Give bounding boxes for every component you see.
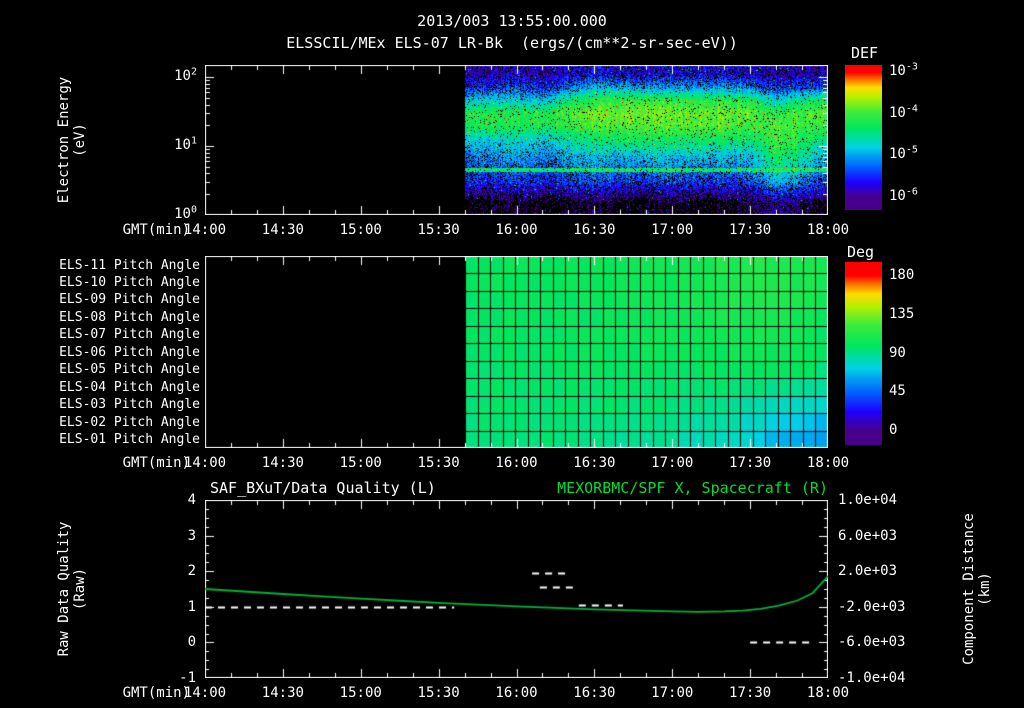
x-tick-label: 16:30 bbox=[573, 685, 616, 701]
distance-tick-label: 6.0e+03 bbox=[838, 527, 898, 544]
raw-data-quality-axis-label: Raw Data Quality (Raw) bbox=[56, 522, 88, 657]
x-tick-label: 17:30 bbox=[729, 222, 772, 238]
component-distance-axis-label-line1: Component Distance bbox=[961, 513, 977, 665]
distance-tick-label: 2.0e+03 bbox=[838, 563, 898, 580]
x-tick-label: 14:00 bbox=[183, 455, 227, 471]
x-tick-label: 14:00 bbox=[183, 685, 227, 701]
pitch-row-label: ELS-06 Pitch Angle bbox=[59, 344, 200, 360]
def-colorbar-label: DEF bbox=[851, 44, 879, 62]
pitch-row-label: ELS-08 Pitch Angle bbox=[59, 309, 200, 325]
distance-tick-label: -6.0e+03 bbox=[838, 634, 906, 651]
x-tick-label: 14:00 bbox=[183, 222, 227, 238]
pitch-row-label: ELS-04 Pitch Angle bbox=[59, 379, 200, 395]
x-tick-label: 18:00 bbox=[806, 685, 850, 701]
def-colorbar-tick-label: 10-4 bbox=[889, 103, 918, 121]
x-tick-label: 16:00 bbox=[495, 455, 538, 471]
header-units: (ergs/(cm**2-sr-sec-eV)) bbox=[521, 34, 738, 52]
deg-colorbar bbox=[845, 262, 882, 445]
energy-tick-label: 102 bbox=[174, 66, 197, 85]
x-tick-label: 15:00 bbox=[339, 685, 382, 701]
pitch-row-label: ELS-02 Pitch Angle bbox=[59, 414, 200, 430]
quality-tick-label: 4 bbox=[187, 492, 196, 508]
x-tick-label: 16:30 bbox=[573, 222, 616, 238]
electron-energy-axis-label-line2: (eV) bbox=[72, 123, 88, 157]
component-distance-axis-label-line2: (km) bbox=[977, 572, 993, 606]
x-tick-label: 14:30 bbox=[261, 685, 304, 701]
gmt-label-timeseries: GMT(min) bbox=[122, 685, 190, 701]
x-tick-label: 15:00 bbox=[339, 455, 382, 471]
x-tick-label: 16:00 bbox=[495, 685, 538, 701]
header-datetime: 2013/003 13:55:00.000 bbox=[417, 12, 607, 30]
energy-tick-label: 100 bbox=[174, 204, 197, 222]
electron-energy-axis-label-line1: Electron Energy bbox=[56, 76, 72, 204]
pitch-row-label: ELS-07 Pitch Angle bbox=[59, 327, 200, 343]
x-tick-label: 14:30 bbox=[261, 222, 304, 238]
distance-tick-label: -2.0e+03 bbox=[838, 598, 906, 615]
gmt-label-spectrogram: GMT(min) bbox=[122, 222, 190, 238]
quality-tick-label: -1 bbox=[179, 670, 196, 686]
x-tick-label: 17:30 bbox=[729, 685, 772, 701]
x-tick-label: 17:00 bbox=[651, 685, 694, 701]
def-colorbar-tick-label: 10-3 bbox=[889, 61, 918, 79]
x-tick-label: 15:30 bbox=[417, 685, 460, 701]
raw-data-quality-axis-label-line1: Raw Data Quality bbox=[56, 521, 72, 657]
quality-tick-label: 3 bbox=[187, 527, 196, 544]
deg-colorbar-tick-label: 0 bbox=[889, 422, 898, 438]
x-tick-label: 18:00 bbox=[806, 455, 850, 471]
deg-colorbar-tick-label: 90 bbox=[889, 344, 906, 361]
spectrogram-canvas bbox=[205, 65, 828, 215]
deg-colorbar-tick-label: 180 bbox=[889, 267, 915, 283]
pitch-angle-canvas bbox=[205, 256, 828, 448]
component-distance-axis-label: Component Distance (km) bbox=[961, 513, 993, 665]
pitch-row-label: ELS-01 Pitch Angle bbox=[59, 432, 200, 448]
deg-colorbar-label: Deg bbox=[847, 243, 875, 261]
x-tick-label: 17:30 bbox=[729, 455, 772, 471]
x-tick-label: 17:00 bbox=[651, 222, 694, 238]
x-tick-label: 14:30 bbox=[261, 455, 304, 471]
timeseries-canvas bbox=[205, 500, 828, 678]
x-tick-label: 17:00 bbox=[651, 455, 694, 471]
x-tick-label: 15:30 bbox=[417, 222, 460, 238]
pitch-row-label: ELS-03 Pitch Angle bbox=[59, 397, 200, 413]
timeseries-title-right: MEXORBMC/SPF X, Spacecraft (R) bbox=[557, 479, 828, 497]
distance-tick-label: -1.0e+04 bbox=[838, 670, 906, 686]
x-tick-label: 18:00 bbox=[806, 222, 850, 238]
gmt-label-pitch: GMT(min) bbox=[122, 455, 190, 471]
pitch-row-label: ELS-09 Pitch Angle bbox=[59, 292, 200, 308]
timeseries-title-left: SAF_BXuT/Data Quality (L) bbox=[210, 479, 436, 497]
quality-tick-label: 1 bbox=[187, 598, 196, 615]
header-title: ELSSCIL/MEx ELS-07 LR-Bk (ergs/(cm**2-sr-… bbox=[0, 34, 1024, 52]
def-colorbar-tick-label: 10-6 bbox=[889, 186, 918, 204]
deg-colorbar-tick-label: 45 bbox=[889, 383, 906, 400]
def-colorbar bbox=[845, 65, 882, 210]
raw-data-quality-axis-label-line2: (Raw) bbox=[72, 567, 88, 611]
pitch-row-label: ELS-11 Pitch Angle bbox=[59, 257, 200, 273]
def-colorbar-tick-label: 10-5 bbox=[889, 144, 918, 163]
header-instrument-title: ELSSCIL/MEx ELS-07 LR-Bk bbox=[286, 34, 503, 52]
x-tick-label: 15:00 bbox=[339, 222, 382, 238]
pitch-row-label: ELS-10 Pitch Angle bbox=[59, 274, 200, 290]
x-tick-label: 16:00 bbox=[495, 222, 538, 238]
energy-tick-label: 101 bbox=[174, 135, 197, 154]
deg-colorbar-tick-label: 135 bbox=[889, 305, 915, 322]
quality-tick-label: 2 bbox=[187, 563, 196, 580]
pitch-row-label: ELS-05 Pitch Angle bbox=[59, 362, 200, 378]
x-tick-label: 16:30 bbox=[573, 455, 616, 471]
x-tick-label: 15:30 bbox=[417, 455, 460, 471]
quality-tick-label: 0 bbox=[187, 634, 196, 651]
electron-energy-axis-label: Electron Energy (eV) bbox=[56, 77, 88, 203]
distance-tick-label: 1.0e+04 bbox=[838, 492, 898, 508]
